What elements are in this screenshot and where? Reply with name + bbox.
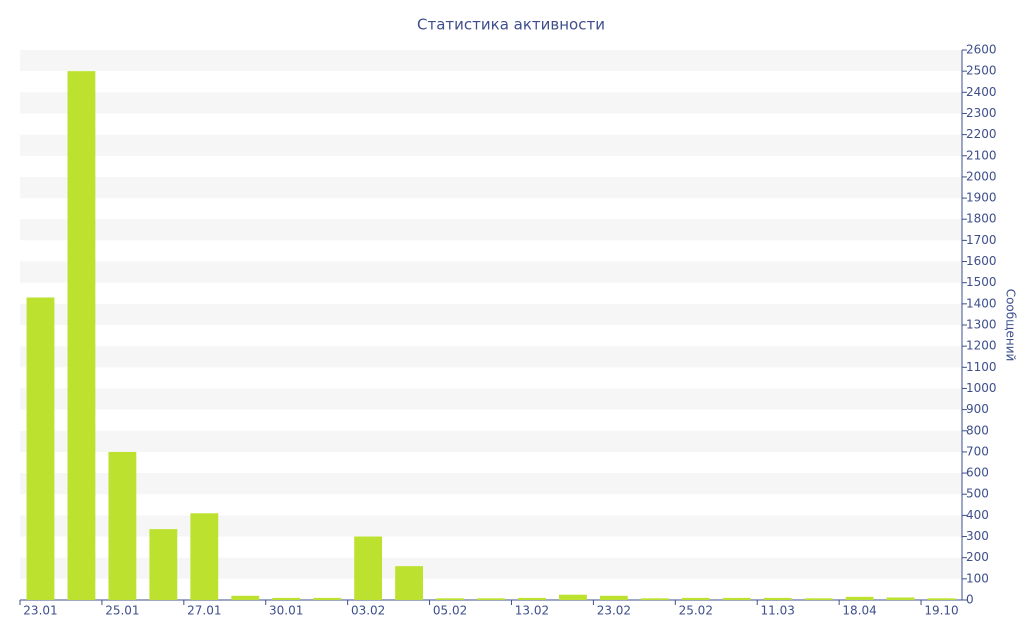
y-tick-label: 800	[966, 423, 989, 437]
x-tick-label: 25.01	[105, 604, 139, 618]
y-tick-label: 1300	[966, 318, 997, 332]
x-tick-label: 30.01	[269, 604, 303, 618]
x-tick-label: 13.02	[515, 604, 549, 618]
bar	[681, 597, 710, 600]
y-tick-label: 600	[966, 466, 989, 480]
bar	[518, 597, 546, 600]
y-tick-label: 1400	[966, 296, 997, 310]
bar	[599, 595, 628, 600]
y-tick-label: 100	[966, 571, 989, 585]
y-tick-label: 400	[966, 508, 989, 522]
x-tick-label: 27.01	[187, 604, 221, 618]
grid-band	[20, 346, 962, 368]
bar	[67, 71, 96, 600]
bar	[804, 598, 833, 600]
y-tick-label: 1100	[966, 360, 997, 374]
bar	[886, 597, 915, 600]
grid-band	[20, 261, 962, 283]
bar	[108, 451, 137, 600]
x-tick-label: 19.10	[924, 604, 958, 618]
y-tick-label: 500	[966, 487, 989, 501]
bar	[354, 536, 383, 600]
bar	[845, 596, 874, 600]
bar	[231, 595, 260, 600]
grid-band	[20, 388, 962, 410]
grid-band	[20, 219, 962, 241]
x-tick-label: 05.02	[433, 604, 467, 618]
y-tick-label: 2400	[966, 85, 997, 99]
grid-band	[20, 473, 962, 495]
bar	[272, 597, 301, 600]
grid-band	[20, 176, 962, 199]
y-tick-label: 1700	[966, 233, 997, 247]
y-tick-label: 1900	[966, 191, 997, 205]
y-tick-label: 300	[966, 529, 989, 543]
bar	[26, 297, 55, 600]
y-tick-label: 2200	[966, 127, 997, 141]
x-tick-label: 03.02	[351, 604, 385, 618]
x-tick-label: 11.03	[761, 604, 795, 618]
x-tick-label: 18.04	[842, 604, 876, 618]
bar	[477, 598, 505, 600]
y-tick-label: 1200	[966, 339, 997, 353]
y-tick-label: 1800	[966, 212, 997, 226]
y-tick-label: 1600	[966, 254, 997, 268]
y-tick-label: 2300	[966, 106, 997, 120]
y-tick-label: 900	[966, 402, 989, 416]
chart-title: Статистика активности	[417, 16, 605, 34]
grid-band	[20, 50, 962, 72]
grid-band	[20, 515, 962, 537]
bar	[149, 529, 178, 600]
y-tick-label: 1500	[966, 275, 997, 289]
x-tick-label: 23.01	[23, 604, 57, 618]
y-tick-label: 2000	[966, 169, 997, 183]
y-tick-label: 1000	[966, 381, 997, 395]
grid-band	[20, 303, 962, 325]
grid-band	[20, 134, 962, 156]
bar	[190, 513, 219, 600]
bar	[640, 598, 669, 600]
y-tick-label: 0	[966, 593, 974, 607]
y-tick-label: 200	[966, 550, 989, 564]
grid-band	[20, 557, 962, 579]
bar	[313, 597, 342, 600]
y-tick-label: 2500	[966, 64, 997, 78]
grid-band	[20, 430, 962, 452]
grid-band	[20, 92, 962, 114]
x-tick-label: 23.02	[597, 604, 631, 618]
bar	[722, 597, 751, 600]
bar	[763, 597, 792, 600]
bar	[558, 594, 587, 600]
y-axis-title: Сообщений	[1004, 289, 1018, 362]
bar	[436, 598, 464, 600]
bar	[927, 598, 956, 600]
y-tick-label: 700	[966, 444, 989, 458]
bar	[395, 566, 424, 600]
x-tick-label: 25.02	[679, 604, 713, 618]
y-tick-label: 2600	[966, 43, 997, 57]
y-tick-label: 2100	[966, 148, 997, 162]
